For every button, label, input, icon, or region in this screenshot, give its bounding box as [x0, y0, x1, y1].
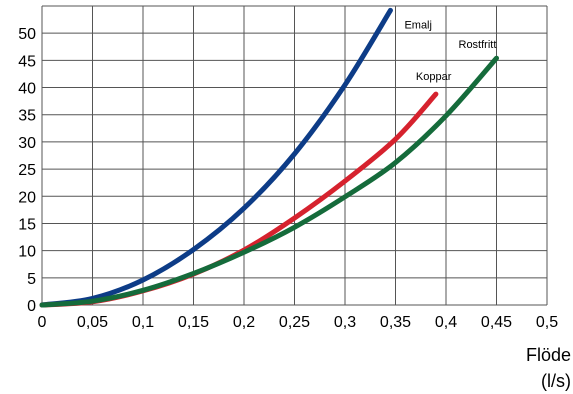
y-tick-label: 35 — [18, 108, 36, 125]
y-tick-label: 0 — [27, 298, 36, 315]
x-tick-label: 0,25 — [279, 314, 310, 331]
y-tick-label: 50 — [18, 26, 36, 43]
y-tick-label: 25 — [18, 162, 36, 179]
series-label-emalj: Emalj — [404, 19, 432, 31]
x-tick-label: 0,45 — [481, 314, 512, 331]
x-tick-label: 0,2 — [233, 314, 255, 331]
x-tick-label: 0,3 — [334, 314, 356, 331]
x-tick-label: 0,1 — [132, 314, 154, 331]
x-tick-label: 0 — [38, 314, 47, 331]
series-label-rostfritt: Rostfritt — [459, 39, 497, 51]
y-tick-label: 5 — [27, 271, 36, 288]
x-axis-title-line2: (l/s) — [541, 371, 571, 391]
y-tick-label: 15 — [18, 216, 36, 233]
series-line-rostfritt — [39, 55, 499, 308]
x-tick-label: 0,35 — [380, 314, 411, 331]
series-labels: Emalj Koppar Rostfritt — [404, 19, 496, 83]
x-tick-label: 0,15 — [178, 314, 209, 331]
x-tick-label: 0,5 — [536, 314, 558, 331]
y-tick-label: 40 — [18, 81, 36, 98]
y-axis-ticks: 0 5 10 15 20 25 30 35 40 45 50 — [18, 26, 36, 315]
series-lines — [39, 7, 499, 308]
x-tick-label: 0,4 — [435, 314, 457, 331]
series-line-emalj — [39, 7, 393, 308]
series-label-koppar: Koppar — [416, 71, 452, 83]
x-axis-title-line1: Flöde — [526, 345, 571, 365]
y-tick-label: 45 — [18, 53, 36, 70]
x-tick-label: 0,05 — [77, 314, 108, 331]
y-tick-label: 20 — [18, 189, 36, 206]
grid — [41, 5, 548, 306]
y-tick-label: 30 — [18, 135, 36, 152]
series-line-koppar — [39, 91, 439, 308]
y-tick-label: 10 — [18, 244, 36, 261]
x-axis-ticks: 0 0,05 0,1 0,15 0,2 0,25 0,3 0,35 0,4 0,45 0,5 — [38, 314, 559, 331]
